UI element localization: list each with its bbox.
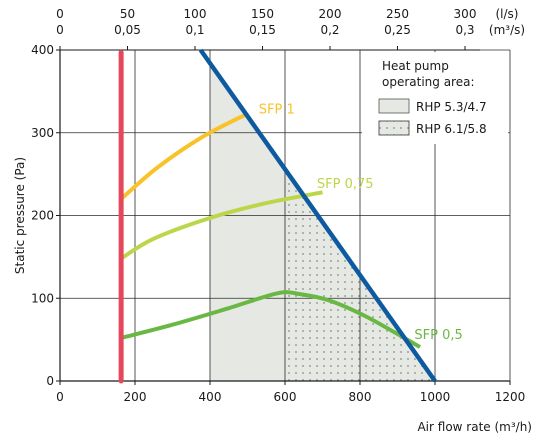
legend-label-1: RHP 5.3/4.7: [416, 100, 487, 114]
top-tick-m3s-label: 0,05: [114, 23, 141, 37]
y-tick-label: 100: [31, 291, 54, 305]
top-tick-ls-label: 250: [386, 7, 409, 21]
top-tick-m3s-label: 0,1: [185, 23, 204, 37]
series-sfp-0-5: [120, 290, 421, 349]
legend-swatch-dots: [378, 120, 410, 136]
y-axis-title: Static pressure (Pa): [13, 157, 27, 274]
x-tick-label: 600: [274, 390, 297, 404]
top-unit-ls: (l/s): [496, 7, 519, 21]
top-tick-m3s-label: 0,25: [384, 23, 411, 37]
series-sfp-0-75: [120, 190, 323, 261]
y-tick-label: 300: [31, 126, 54, 140]
top-tick-ls-label: 0: [56, 7, 64, 21]
x-tick-label: 1000: [420, 390, 451, 404]
legend-swatch-1: [378, 98, 410, 114]
top-tick-ls-label: 150: [251, 7, 274, 21]
series-max-capacity-line: [198, 48, 437, 383]
y-tick-label: 0: [46, 374, 54, 388]
legend-title-line-1: Heat pump: [382, 59, 449, 73]
curve-label-2: SFP 0,75: [317, 177, 374, 192]
x-axis-title: Air flow rate (m³/h): [417, 420, 532, 434]
legend-label-2: RHP 6.1/5.8: [416, 122, 487, 136]
curve-label-3: SFP 0,5: [414, 328, 462, 343]
top-tick-ls-label: 100: [184, 7, 207, 21]
top-tick-m3s-label: 0,15: [249, 23, 276, 37]
y-tick-label: 400: [31, 43, 54, 57]
x-tick-label: 400: [199, 390, 222, 404]
y-tick-label: 200: [31, 209, 54, 223]
legend-title-line-2: operating area:: [382, 75, 475, 89]
top-tick-ls-label: 50: [120, 7, 135, 21]
top-tick-ls-label: 200: [319, 7, 342, 21]
top-tick-ls-label: 300: [454, 7, 477, 21]
x-tick-label: 800: [349, 390, 372, 404]
x-tick-label: 200: [124, 390, 147, 404]
top-tick-m3s-label: 0,2: [320, 23, 339, 37]
top-unit-m3s: (m³/s): [489, 23, 525, 37]
top-tick-m3s-label: 0,3: [455, 23, 474, 37]
series-sfp-1: [119, 111, 249, 201]
x-tick-label: 0: [56, 390, 64, 404]
curve-label-1: SFP 1: [259, 103, 295, 118]
x-tick-label: 1200: [495, 390, 526, 404]
top-tick-m3s-label: 0: [56, 23, 64, 37]
